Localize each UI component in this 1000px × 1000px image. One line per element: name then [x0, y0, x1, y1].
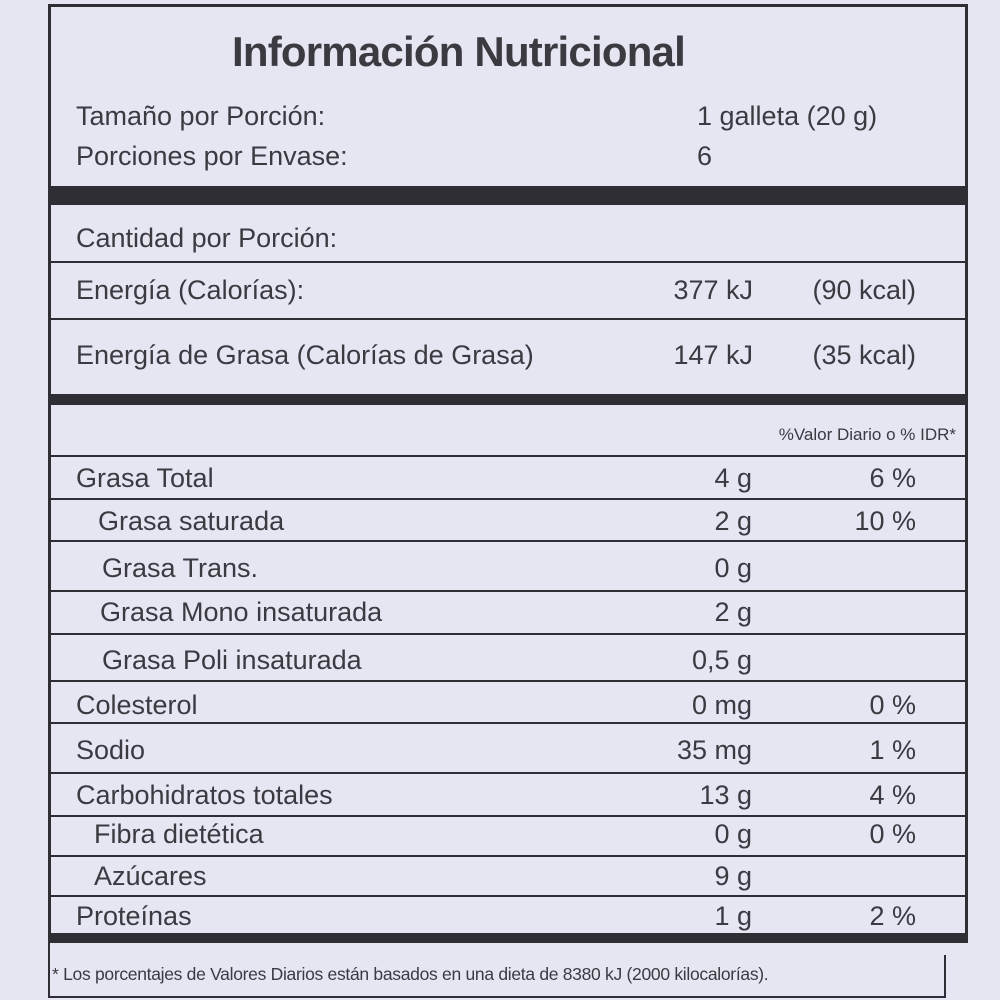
daily-value-header: %Valor Diario o % IDR* — [778, 424, 956, 444]
row-divider — [48, 261, 968, 263]
label-border-top — [48, 4, 968, 7]
nutrient-name: Sodio — [76, 735, 146, 766]
nutrient-amount: 1 g — [714, 901, 752, 932]
energy-kcal: (35 kcal) — [812, 340, 916, 371]
nutrient-name: Azúcares — [94, 861, 207, 892]
row-divider — [48, 633, 968, 635]
nutrient-daily-value: 10 % — [854, 506, 916, 537]
energy-label: Energía (Calorías): — [76, 275, 305, 306]
footnote: * Los porcentajes de Valores Diarios est… — [52, 964, 769, 985]
footnote-border-left — [48, 943, 50, 997]
thick-divider — [48, 186, 968, 205]
nutrient-name: Fibra dietética — [94, 819, 264, 850]
nutrient-name: Colesterol — [76, 690, 198, 721]
nutrient-name: Proteínas — [76, 901, 192, 932]
nutrient-amount: 0 mg — [691, 690, 752, 721]
serving-value: 1 galleta (20 g) — [697, 101, 878, 132]
nutrient-amount: 4 g — [714, 463, 752, 494]
nutrient-amount: 35 mg — [676, 735, 752, 766]
nutrient-amount: 9 g — [714, 861, 752, 892]
nutrient-amount: 2 g — [714, 597, 752, 628]
nutrient-amount: 0 g — [714, 819, 752, 850]
nutrient-daily-value: 4 % — [869, 780, 916, 811]
nutrient-name: Grasa Mono insaturada — [100, 597, 383, 628]
nutrient-name: Grasa Poli insaturada — [102, 645, 362, 676]
row-divider — [48, 722, 968, 724]
nutrient-name: Carbohidratos totales — [76, 780, 333, 811]
section-label: Cantidad por Porción: — [76, 223, 338, 254]
thick-divider — [48, 933, 968, 943]
row-divider — [48, 815, 968, 817]
serving-label: Porciones por Envase: — [76, 141, 348, 172]
energy-kj: 377 kJ — [673, 275, 753, 306]
row-divider — [48, 855, 968, 857]
nutrient-amount: 2 g — [714, 506, 752, 537]
nutrient-daily-value: 6 % — [869, 463, 916, 494]
row-divider — [48, 772, 968, 774]
row-divider — [48, 680, 968, 682]
nutrient-amount: 0 g — [714, 553, 752, 584]
footnote-border-bottom — [48, 996, 946, 998]
row-divider — [48, 498, 968, 500]
label-border-left — [48, 4, 51, 942]
row-divider — [48, 540, 968, 542]
row-divider — [48, 318, 968, 320]
nutrient-amount: 13 g — [699, 780, 752, 811]
nutrient-name: Grasa saturada — [98, 506, 285, 537]
energy-kj: 147 kJ — [673, 340, 753, 371]
label-border-right — [965, 4, 968, 942]
nutrient-daily-value: 0 % — [869, 819, 916, 850]
nutrient-name: Grasa Total — [76, 463, 214, 494]
serving-value: 6 — [697, 141, 713, 172]
nutrient-daily-value: 2 % — [869, 901, 916, 932]
nutrient-name: Grasa Trans. — [102, 553, 259, 584]
label-title: Información Nutricional — [232, 27, 686, 75]
energy-label: Energía de Grasa (Calorías de Grasa) — [76, 340, 534, 371]
nutrient-amount: 0,5 g — [691, 645, 752, 676]
thick-divider — [48, 394, 968, 405]
row-divider — [48, 895, 968, 897]
nutrient-daily-value: 1 % — [869, 735, 916, 766]
row-divider — [48, 590, 968, 592]
serving-label: Tamaño por Porción: — [76, 101, 326, 132]
energy-kcal: (90 kcal) — [812, 275, 916, 306]
nutrient-daily-value: 0 % — [869, 690, 916, 721]
footnote-border-right — [944, 955, 946, 997]
row-divider — [48, 455, 968, 457]
